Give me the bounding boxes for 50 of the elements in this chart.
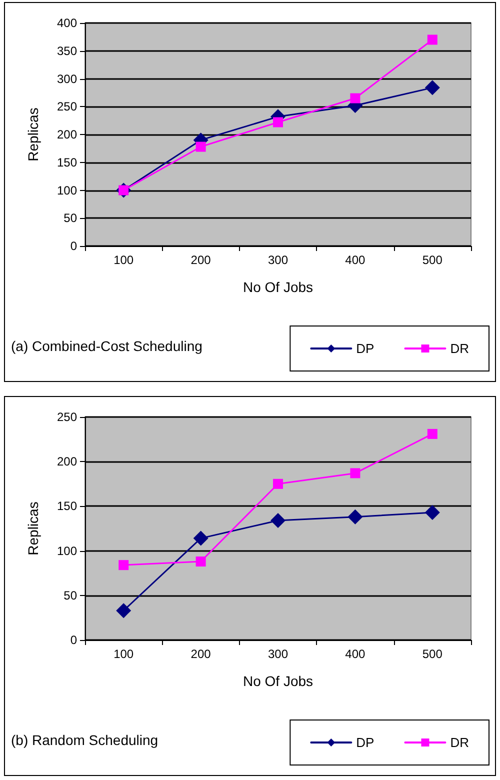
legend-label: DR [450,341,470,356]
y-tick-label: 100 [56,544,78,558]
y-tick-label: 100 [56,183,78,198]
point [273,478,283,489]
point [350,93,360,104]
legend-label: DP [356,735,374,750]
y-tick-label: 250 [56,410,78,424]
text: (b) Random Scheduling [11,732,158,748]
x-tick-label: 400 [345,253,366,267]
y-tick-label: 150 [56,499,78,514]
y-tick-label: 50 [64,211,78,226]
y-tick-label: 250 [56,100,78,114]
y-tick-label: 350 [56,44,78,58]
x-tick-label: 500 [422,253,443,267]
text: (a) Combined-Cost Scheduling [11,338,202,354]
point [424,504,440,520]
x-tick-label: 100 [114,647,134,661]
point [424,80,440,96]
point [196,142,206,152]
point [116,603,132,618]
y-tick-label: 200 [56,454,78,469]
x-tick-label: 400 [345,647,366,661]
y-tick-label: 150 [56,155,78,170]
point [348,509,363,524]
x-tick-label: 300 [268,647,288,661]
point [350,468,360,478]
point [427,428,438,439]
point [193,530,208,546]
x-axis-title: No Of Jobs [242,279,314,295]
x-tick-label: 300 [268,253,288,267]
y-tick-label: 200 [56,128,78,142]
x-tick-label: 100 [114,253,134,267]
point [118,560,129,570]
point [273,117,283,128]
point [196,556,206,567]
y-tick-label: 0 [70,633,78,647]
legend-label: DR [450,735,470,750]
y-axis-title: Replicas [25,108,41,162]
point [270,512,286,528]
legend-label: DP [356,341,374,356]
x-tick-label: 200 [190,647,212,661]
y-tick-label: 50 [64,588,78,602]
point [427,34,438,45]
y-tick-label: 0 [70,239,78,253]
y-tick-label: 400 [56,16,78,30]
x-tick-label: 500 [422,647,443,661]
x-axis-title: No Of Jobs [242,673,314,689]
y-tick-label: 300 [56,72,78,86]
y-axis-title: Replicas [25,502,41,556]
x-tick-label: 200 [190,253,212,267]
